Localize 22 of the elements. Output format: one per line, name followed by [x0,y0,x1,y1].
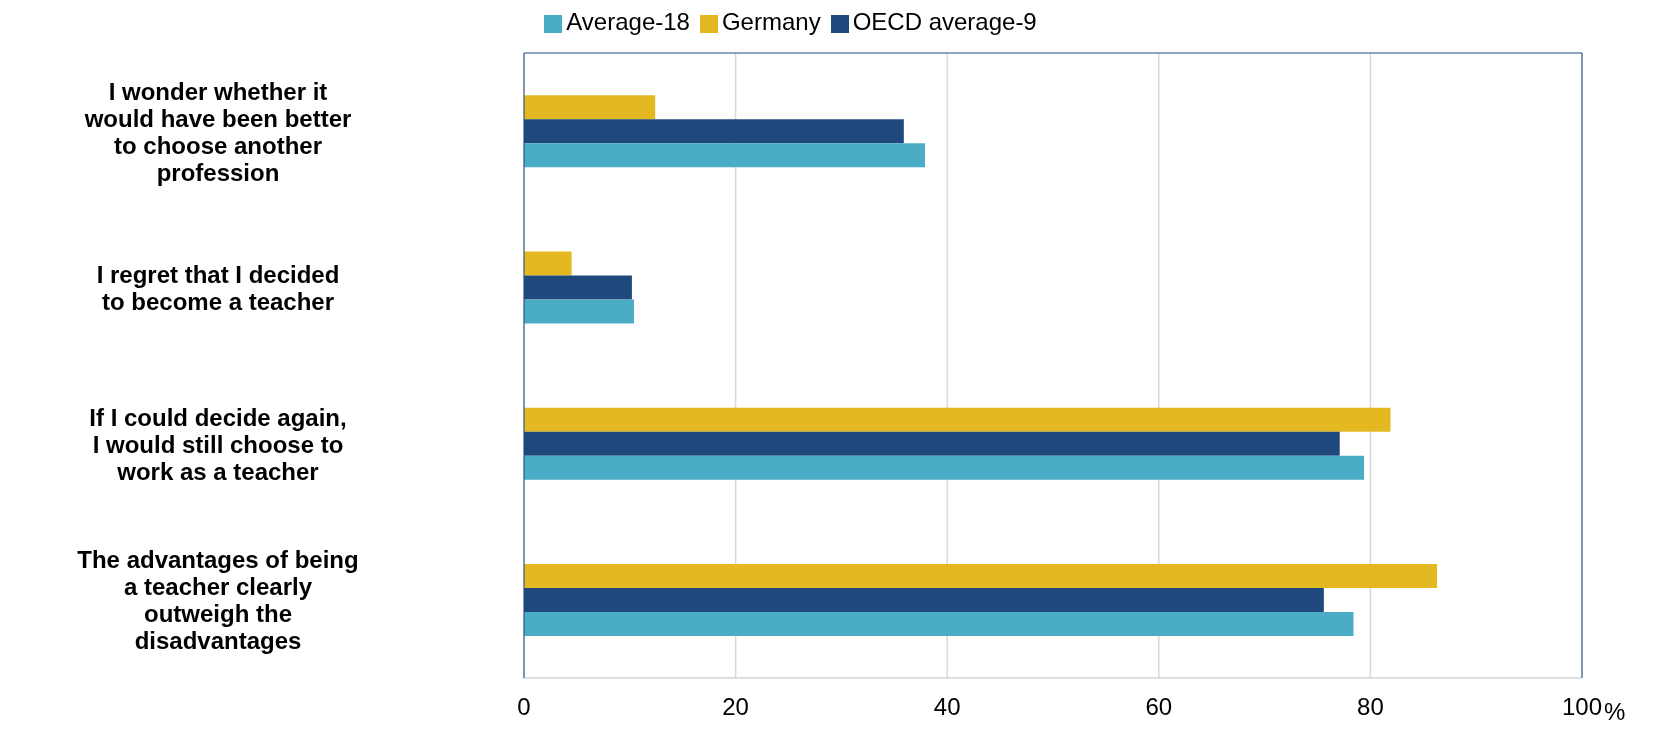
y-tick-label: If I could decide again, I would still choose to work as a teacher [89,403,347,485]
x-tick-label: 80 [1357,693,1384,721]
legend-label: Germany [721,8,821,35]
y-tick-label: The advantages of being a teacher clearly outweigh the disadvantages [77,545,359,654]
bar [524,299,635,324]
x-tick-label: 40 [933,693,961,721]
x-tick-label: 100 [1561,693,1603,721]
legend-label: OECD average-9 [852,8,1037,35]
bar [524,407,1391,432]
y-tick-label: I wonder whether it would have been better to choose another profession [83,77,352,186]
bar [524,143,925,168]
bar [524,563,1438,588]
legend-label: Average-18 [566,8,690,35]
x-tick-label: 60 [1145,693,1173,721]
bar [524,611,1354,636]
bar [524,95,656,120]
y-tick-label: I regret that I decided to become a teacher [96,260,340,315]
x-tick-label: 0 [517,693,531,721]
bar [524,455,1365,480]
bar [524,251,572,276]
x-tick-label: 20 [722,693,749,721]
x-axis-title: % [1604,697,1626,725]
